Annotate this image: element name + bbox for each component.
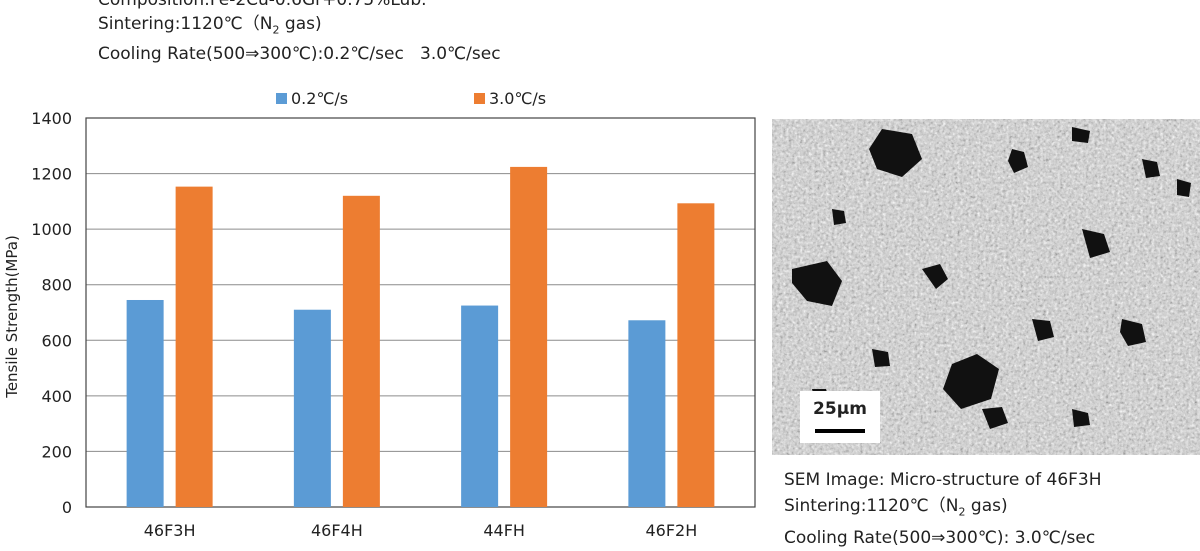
sintering-text: Sintering:1120℃（N2 gas) (98, 14, 322, 37)
bar (342, 195, 380, 508)
legend-label: 0.2℃/s (291, 89, 348, 108)
y-tick-label: 600 (41, 331, 72, 350)
y-tick-label: 1000 (31, 220, 72, 239)
tensile-strength-bar-chart: 0 200 400 600 800 1000 1200 1400 46F3H 46F4H 44FH 4… (3, 89, 756, 540)
sem-caption-title: SEM Image: Micro-structure of 46F3H (784, 470, 1102, 490)
scale-bar-label: 25μm (813, 399, 867, 419)
scale-bar-box: 25μm (800, 391, 880, 443)
x-tick-label: 46F4H (311, 521, 363, 540)
bar (628, 320, 666, 507)
y-tick-label: 0 (62, 498, 72, 517)
cooling-rate-text: Cooling Rate(500⇒300℃):0.2℃/sec 3.0℃/sec (98, 44, 501, 65)
legend-swatch (276, 93, 287, 104)
y-axis-label: Tensile Strength(MPa) (3, 235, 21, 399)
x-tick-label: 46F2H (645, 521, 697, 540)
composition-text: Composition:Fe-2Cu-0.6Gr+0.75%Lub. (98, 0, 427, 10)
scale-bar (815, 429, 865, 433)
bar (510, 166, 548, 507)
chart-header: Composition:Fe-2Cu-0.6Gr+0.75%Lub. Sinte… (98, 0, 501, 78)
sem-caption-sintering: Sintering:1120℃（N2 gas) (784, 496, 1008, 519)
bar (461, 305, 499, 507)
bar (175, 186, 213, 507)
x-tick-label: 46F3H (144, 521, 196, 540)
x-tick-label: 44FH (483, 521, 525, 540)
bar (293, 309, 331, 507)
y-tick-label: 400 (41, 387, 72, 406)
plot-frame (85, 117, 756, 508)
bar (677, 203, 715, 508)
legend-label: 3.0℃/s (489, 89, 546, 108)
y-tick-label: 200 (41, 442, 72, 461)
y-tick-label: 1200 (31, 165, 72, 184)
sem-caption-cooling: Cooling Rate(500⇒300℃): 3.0℃/sec (784, 528, 1096, 549)
sem-caption: SEM Image: Micro-structure of 46F3H Sint… (784, 467, 1102, 551)
y-tick-label: 1400 (31, 109, 72, 128)
sem-micrograph: 25μm (772, 119, 1200, 455)
y-tick-label: 800 (41, 276, 72, 295)
bar (126, 299, 164, 507)
legend-swatch (474, 93, 485, 104)
